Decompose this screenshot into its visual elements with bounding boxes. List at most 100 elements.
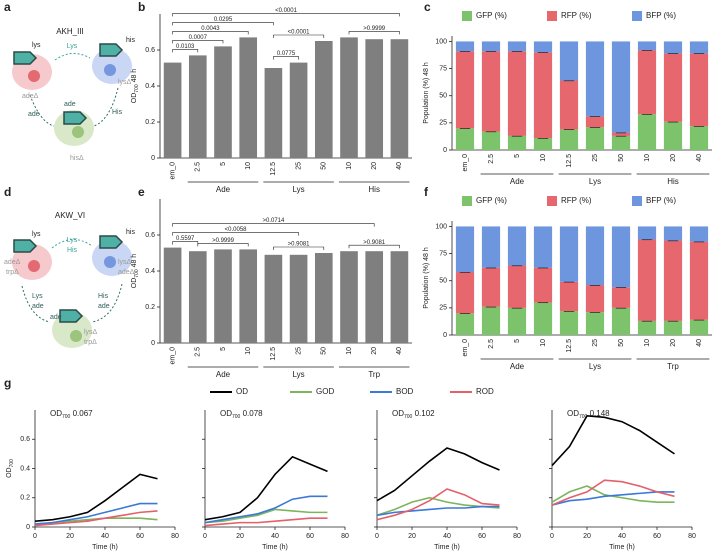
gene-arrow: [99, 43, 124, 57]
y-tick-label: 100: [435, 38, 447, 45]
bar-segment: [455, 272, 475, 314]
chart-title-part: 0.078: [240, 409, 263, 418]
x-tick-label: 2.5: [488, 154, 495, 164]
legend-swatch: [547, 11, 557, 21]
bar-segment: [637, 226, 657, 240]
gene-label: his: [126, 37, 135, 44]
significance-bracket: [273, 246, 325, 250]
exchange-arrow: [93, 87, 119, 127]
chart-title: OD700 0.067: [50, 409, 93, 420]
line: [551, 491, 675, 506]
gene-arrow: [63, 111, 88, 125]
panel-label: f: [424, 185, 429, 199]
significance-bracket: [273, 34, 325, 38]
legend-swatch: [462, 11, 472, 21]
chart-title-part: OD: [392, 409, 404, 418]
diagram-title: AKW_VI: [55, 211, 85, 220]
x-tick-label: 20: [66, 533, 74, 540]
x-tick-label: 50: [618, 154, 625, 162]
bar-segment: [507, 135, 527, 150]
bar-segment: [455, 226, 475, 273]
group-label: His: [667, 177, 679, 186]
diagram-title: AKH_III: [56, 27, 84, 36]
bar-segment: [585, 312, 605, 335]
exchange-arrow: [29, 94, 55, 127]
bar-segment: [481, 131, 501, 150]
bar-segment: [637, 50, 657, 115]
bar-segment: [637, 41, 657, 51]
x-tick-label: 20: [371, 347, 378, 355]
label: Lys: [67, 237, 78, 244]
label: trpΔ: [6, 269, 19, 276]
group-label: Lys: [293, 185, 305, 194]
legend-label: OD: [236, 387, 248, 396]
legend-label: BFP (%): [646, 196, 676, 205]
x-tick-label: 40: [618, 533, 626, 540]
line: [551, 479, 675, 506]
y-axis-label-part: OD: [6, 467, 13, 478]
y-tick-label: 0.2: [145, 304, 155, 311]
bar-segment: [533, 138, 553, 150]
bar: [214, 46, 232, 158]
x-tick-label: 80: [341, 533, 349, 540]
chart-title-part: OD: [50, 409, 62, 418]
bar: [314, 253, 333, 343]
x-tick-label: 20: [583, 533, 591, 540]
bar-segment: [507, 41, 527, 52]
nucleus: [104, 256, 116, 268]
group-label: Ade: [510, 362, 525, 371]
x-tick-label: 80: [171, 533, 179, 540]
y-axis-label-part: Population (%) 48 h: [423, 247, 430, 309]
bar: [365, 39, 384, 159]
bar: [264, 254, 283, 343]
bar-segment: [585, 116, 605, 128]
x-tick-label: 5: [220, 347, 227, 351]
p-value: <0.0001: [288, 30, 311, 36]
bar-segment: [455, 313, 475, 335]
group-label: Trp: [368, 370, 380, 379]
x-tick-label: 40: [696, 339, 703, 347]
significance-bracket: [348, 244, 400, 249]
bar: [239, 249, 258, 343]
label: Lys: [67, 43, 78, 50]
x-tick-label: 5: [514, 339, 521, 343]
legend-label: GFP (%): [476, 196, 507, 205]
bar-segment: [481, 51, 501, 132]
x-tick-label: 40: [396, 162, 403, 170]
line: [204, 495, 328, 524]
bar-segment: [611, 307, 631, 335]
bar-segment: [585, 127, 605, 150]
y-tick-label: 75: [439, 65, 447, 72]
bar: [163, 247, 182, 343]
x-tick-label: 20: [236, 533, 244, 540]
x-tick-label: 2.5: [488, 339, 495, 349]
y-tick-label: 0.6: [145, 47, 155, 54]
label: lysΔ: [118, 79, 132, 86]
bar-segment: [481, 41, 501, 52]
bar-segment: [663, 41, 683, 54]
x-tick-label: 40: [443, 533, 451, 540]
nucleus: [70, 330, 82, 342]
bar-segment: [611, 287, 631, 308]
y-axis-label: Population (%) 48 h: [423, 247, 430, 309]
bar-segment: [533, 302, 553, 335]
legend-swatch: [632, 11, 642, 21]
bar: [340, 251, 358, 343]
x-axis-label: Time (h): [609, 544, 635, 551]
x-tick-label: 5: [220, 162, 227, 166]
label: ade: [50, 314, 62, 321]
bar-segment: [481, 267, 501, 307]
y-axis-label-part: OD: [131, 93, 138, 104]
significance-bracket: [172, 49, 199, 53]
line: [34, 502, 158, 525]
p-value: <0.0001: [275, 8, 298, 14]
chart-title-part: 700: [404, 414, 413, 420]
bar: [264, 68, 283, 158]
label: adeΔ: [22, 93, 39, 100]
p-value: >0.9081: [363, 240, 386, 246]
bar: [214, 249, 232, 343]
bar-segment: [585, 41, 605, 117]
chart-title-part: OD: [220, 409, 232, 418]
y-tick-label: 0.4: [145, 83, 155, 90]
